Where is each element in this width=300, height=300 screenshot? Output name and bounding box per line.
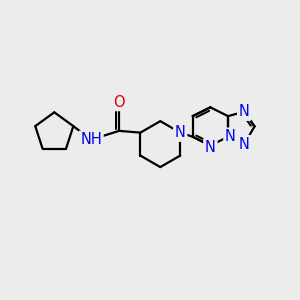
Text: NH: NH xyxy=(80,132,102,147)
Text: N: N xyxy=(205,140,216,154)
Text: N: N xyxy=(239,136,250,152)
Text: N: N xyxy=(175,125,186,140)
Text: N: N xyxy=(239,104,250,119)
Text: O: O xyxy=(113,94,125,110)
Text: N: N xyxy=(225,129,236,144)
